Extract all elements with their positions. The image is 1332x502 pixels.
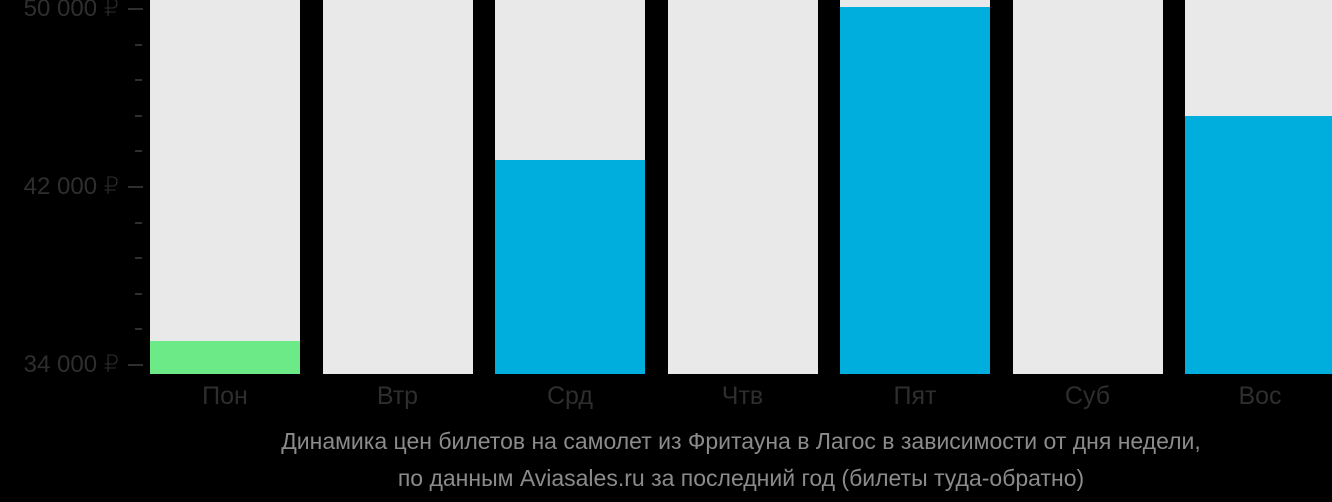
bar-track-Суб — [1012, 0, 1163, 374]
bar-value-Вос — [1185, 115, 1332, 374]
chart-caption-line-2: по данным Aviasales.ru за последний год … — [397, 465, 1085, 491]
bar-track-Срд — [495, 0, 645, 374]
y-minor-tick-46800 — [135, 79, 142, 82]
chart-caption-line-1: Динамика цен билетов на самолет из Фрита… — [281, 428, 1201, 454]
chart-caption: Динамика цен билетов на самолет из Фрита… — [150, 423, 1332, 497]
bar-track-Втр — [322, 0, 473, 374]
bar-value-Пон — [150, 340, 300, 374]
x-axis-label-Вос: Вос — [1238, 382, 1282, 410]
x-axis-label-Пят: Пят — [893, 382, 937, 410]
y-minor-tick-45200 — [135, 114, 142, 117]
y-axis-label-34000: 34 000 ₽ — [23, 351, 119, 379]
y-minor-tick-40400 — [135, 221, 142, 224]
bar-value-Пят — [840, 6, 990, 374]
bar-track-Чтв — [667, 0, 818, 374]
bar-track-Вос — [1185, 0, 1332, 374]
y-minor-tick-43600 — [135, 150, 142, 153]
y-axis-label-42000: 42 000 ₽ — [23, 173, 119, 200]
bar-track-Пон — [150, 0, 300, 374]
y-axis: 50 000 ₽ 42 000 ₽ 34 000 ₽ — [0, 0, 150, 378]
y-minor-tick-38800 — [135, 257, 142, 260]
x-axis-label-Чтв: Чтв — [721, 382, 764, 410]
x-axis-label-Пон: Пон — [202, 382, 248, 410]
x-axis-label-Втр: Втр — [376, 382, 419, 410]
x-axis: Пон Втр Срд Чтв Пят Суб Вос — [0, 382, 1332, 414]
x-axis-label-Суб: Суб — [1064, 382, 1111, 410]
bar-value-Срд — [495, 160, 645, 374]
y-minor-tick-48400 — [135, 43, 142, 46]
y-major-tick-34000 — [128, 364, 143, 367]
y-minor-tick-35600 — [135, 328, 142, 331]
y-axis-label-50000: 50 000 ₽ — [23, 0, 119, 22]
plot-area — [150, 0, 1332, 374]
x-axis-label-Срд: Срд — [547, 382, 593, 410]
y-major-tick-42000 — [128, 186, 143, 188]
y-minor-tick-37200 — [135, 292, 142, 295]
y-major-tick-50000 — [128, 7, 143, 10]
bar-track-Пят — [840, 0, 990, 374]
